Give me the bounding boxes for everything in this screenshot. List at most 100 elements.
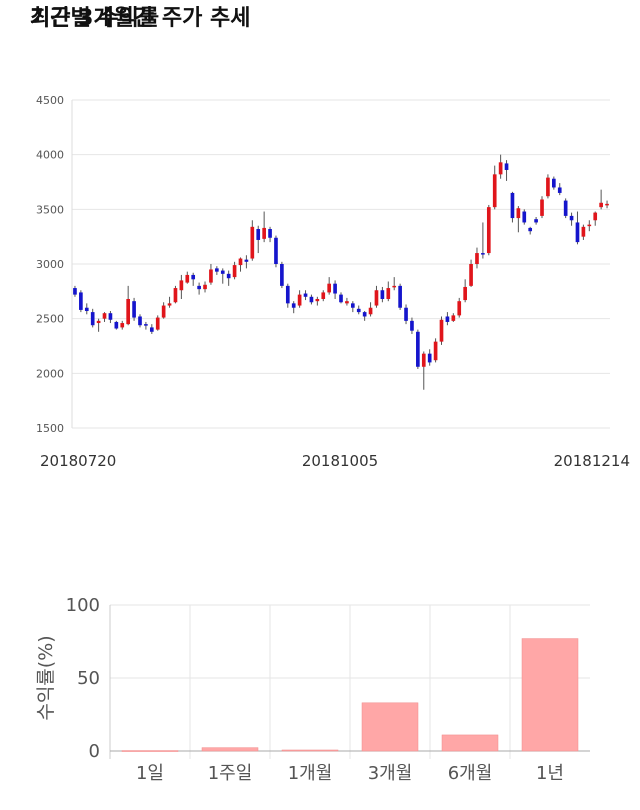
category-label: 1년 <box>536 763 564 784</box>
candle <box>557 183 562 196</box>
candle-body-up <box>546 177 550 197</box>
y-tick-label: 3000 <box>36 258 64 271</box>
candle <box>238 257 243 272</box>
candle-body-down <box>510 192 515 219</box>
candle <box>244 255 249 269</box>
candle-body-up <box>167 303 172 306</box>
candle-body-down <box>268 229 272 238</box>
candle <box>114 320 119 330</box>
candle <box>274 235 278 268</box>
candle <box>102 312 107 322</box>
candle <box>84 303 89 315</box>
candle <box>185 271 190 284</box>
candle <box>350 301 355 313</box>
candle <box>327 277 332 295</box>
candle-body-down <box>380 290 385 299</box>
candle-body-up <box>469 264 473 286</box>
category-label: 3개월 <box>368 763 413 784</box>
candle-body-down <box>416 331 420 367</box>
candle-body-down <box>404 307 408 321</box>
candle <box>451 313 456 322</box>
candle-body-up <box>327 283 332 293</box>
return-bar <box>121 750 179 752</box>
candle <box>96 318 101 332</box>
candle-body-down <box>90 312 95 326</box>
candle <box>486 204 491 256</box>
candle-body-down <box>350 303 355 308</box>
candle <box>339 292 343 304</box>
candle <box>534 216 538 225</box>
candle <box>297 290 302 308</box>
candle <box>552 176 556 190</box>
candle <box>439 316 444 345</box>
candle <box>203 281 207 293</box>
candle-body-up <box>321 292 326 299</box>
candle <box>380 286 385 303</box>
candle-body-up <box>374 290 379 306</box>
candle <box>575 211 580 245</box>
candle-body-down <box>563 200 568 216</box>
candle-body-up <box>439 319 444 342</box>
candle-body-up <box>516 208 521 219</box>
candle-body-down <box>427 353 432 363</box>
y-axis-title: 수익률(%) <box>35 635 57 720</box>
candle-body-down <box>285 285 290 304</box>
candle-body-up <box>457 301 462 316</box>
candle <box>191 272 196 286</box>
candle <box>492 165 497 210</box>
category-label: 1주일 <box>208 763 253 784</box>
candle <box>540 196 544 219</box>
candle-body-down <box>280 264 284 286</box>
candle-body-up <box>605 203 609 206</box>
candle <box>587 220 592 232</box>
candle <box>516 206 521 233</box>
x-date-label: 20181005 <box>302 452 378 470</box>
price-candlestick-chart: 1500 2000 2500 3000 3500 4000 4500 20180720 2018… <box>36 94 630 470</box>
candle-body-up <box>96 320 101 324</box>
return-bar <box>201 747 259 752</box>
candle <box>546 174 550 199</box>
candle-body-up <box>179 280 184 291</box>
candle <box>285 283 290 308</box>
candle-body-up <box>587 224 592 227</box>
candle-body-down <box>256 229 261 240</box>
candle <box>581 224 586 240</box>
candle <box>132 297 136 321</box>
candle <box>386 281 391 302</box>
candle <box>126 285 130 326</box>
y-tick-label: 2000 <box>36 367 64 380</box>
candle <box>569 212 574 226</box>
candle-body-down <box>215 268 219 272</box>
return-bar <box>281 749 339 752</box>
candle <box>333 280 337 299</box>
candle <box>79 290 83 313</box>
candle-body-down <box>557 187 562 193</box>
candle-body-down <box>226 273 231 279</box>
candle <box>149 324 154 334</box>
candle <box>510 191 515 223</box>
candle-body-down <box>333 283 337 294</box>
category-label: 6개월 <box>448 763 493 784</box>
candle-body-up <box>599 202 603 208</box>
candle <box>303 290 308 301</box>
period-return-title: 기간별 수익률 <box>30 6 160 31</box>
candle <box>404 304 408 325</box>
candle-body-up <box>463 286 467 301</box>
candle-body-up <box>486 207 491 254</box>
candle-body-down <box>197 285 201 290</box>
candle <box>215 266 219 275</box>
candle <box>161 302 166 319</box>
candle-body-down <box>445 316 450 322</box>
candle <box>469 259 473 287</box>
candle <box>410 317 414 334</box>
y-tick-label: 4500 <box>36 94 64 107</box>
candle <box>256 225 261 254</box>
candle-body-up <box>297 294 302 306</box>
candle-body-up <box>161 305 166 318</box>
x-date-label: 20180720 <box>40 452 116 470</box>
candle-body-down <box>575 222 580 243</box>
candle-body-down <box>528 227 533 232</box>
candle <box>563 198 568 219</box>
candle-body-down <box>220 270 225 274</box>
candle-body-down <box>84 307 89 312</box>
